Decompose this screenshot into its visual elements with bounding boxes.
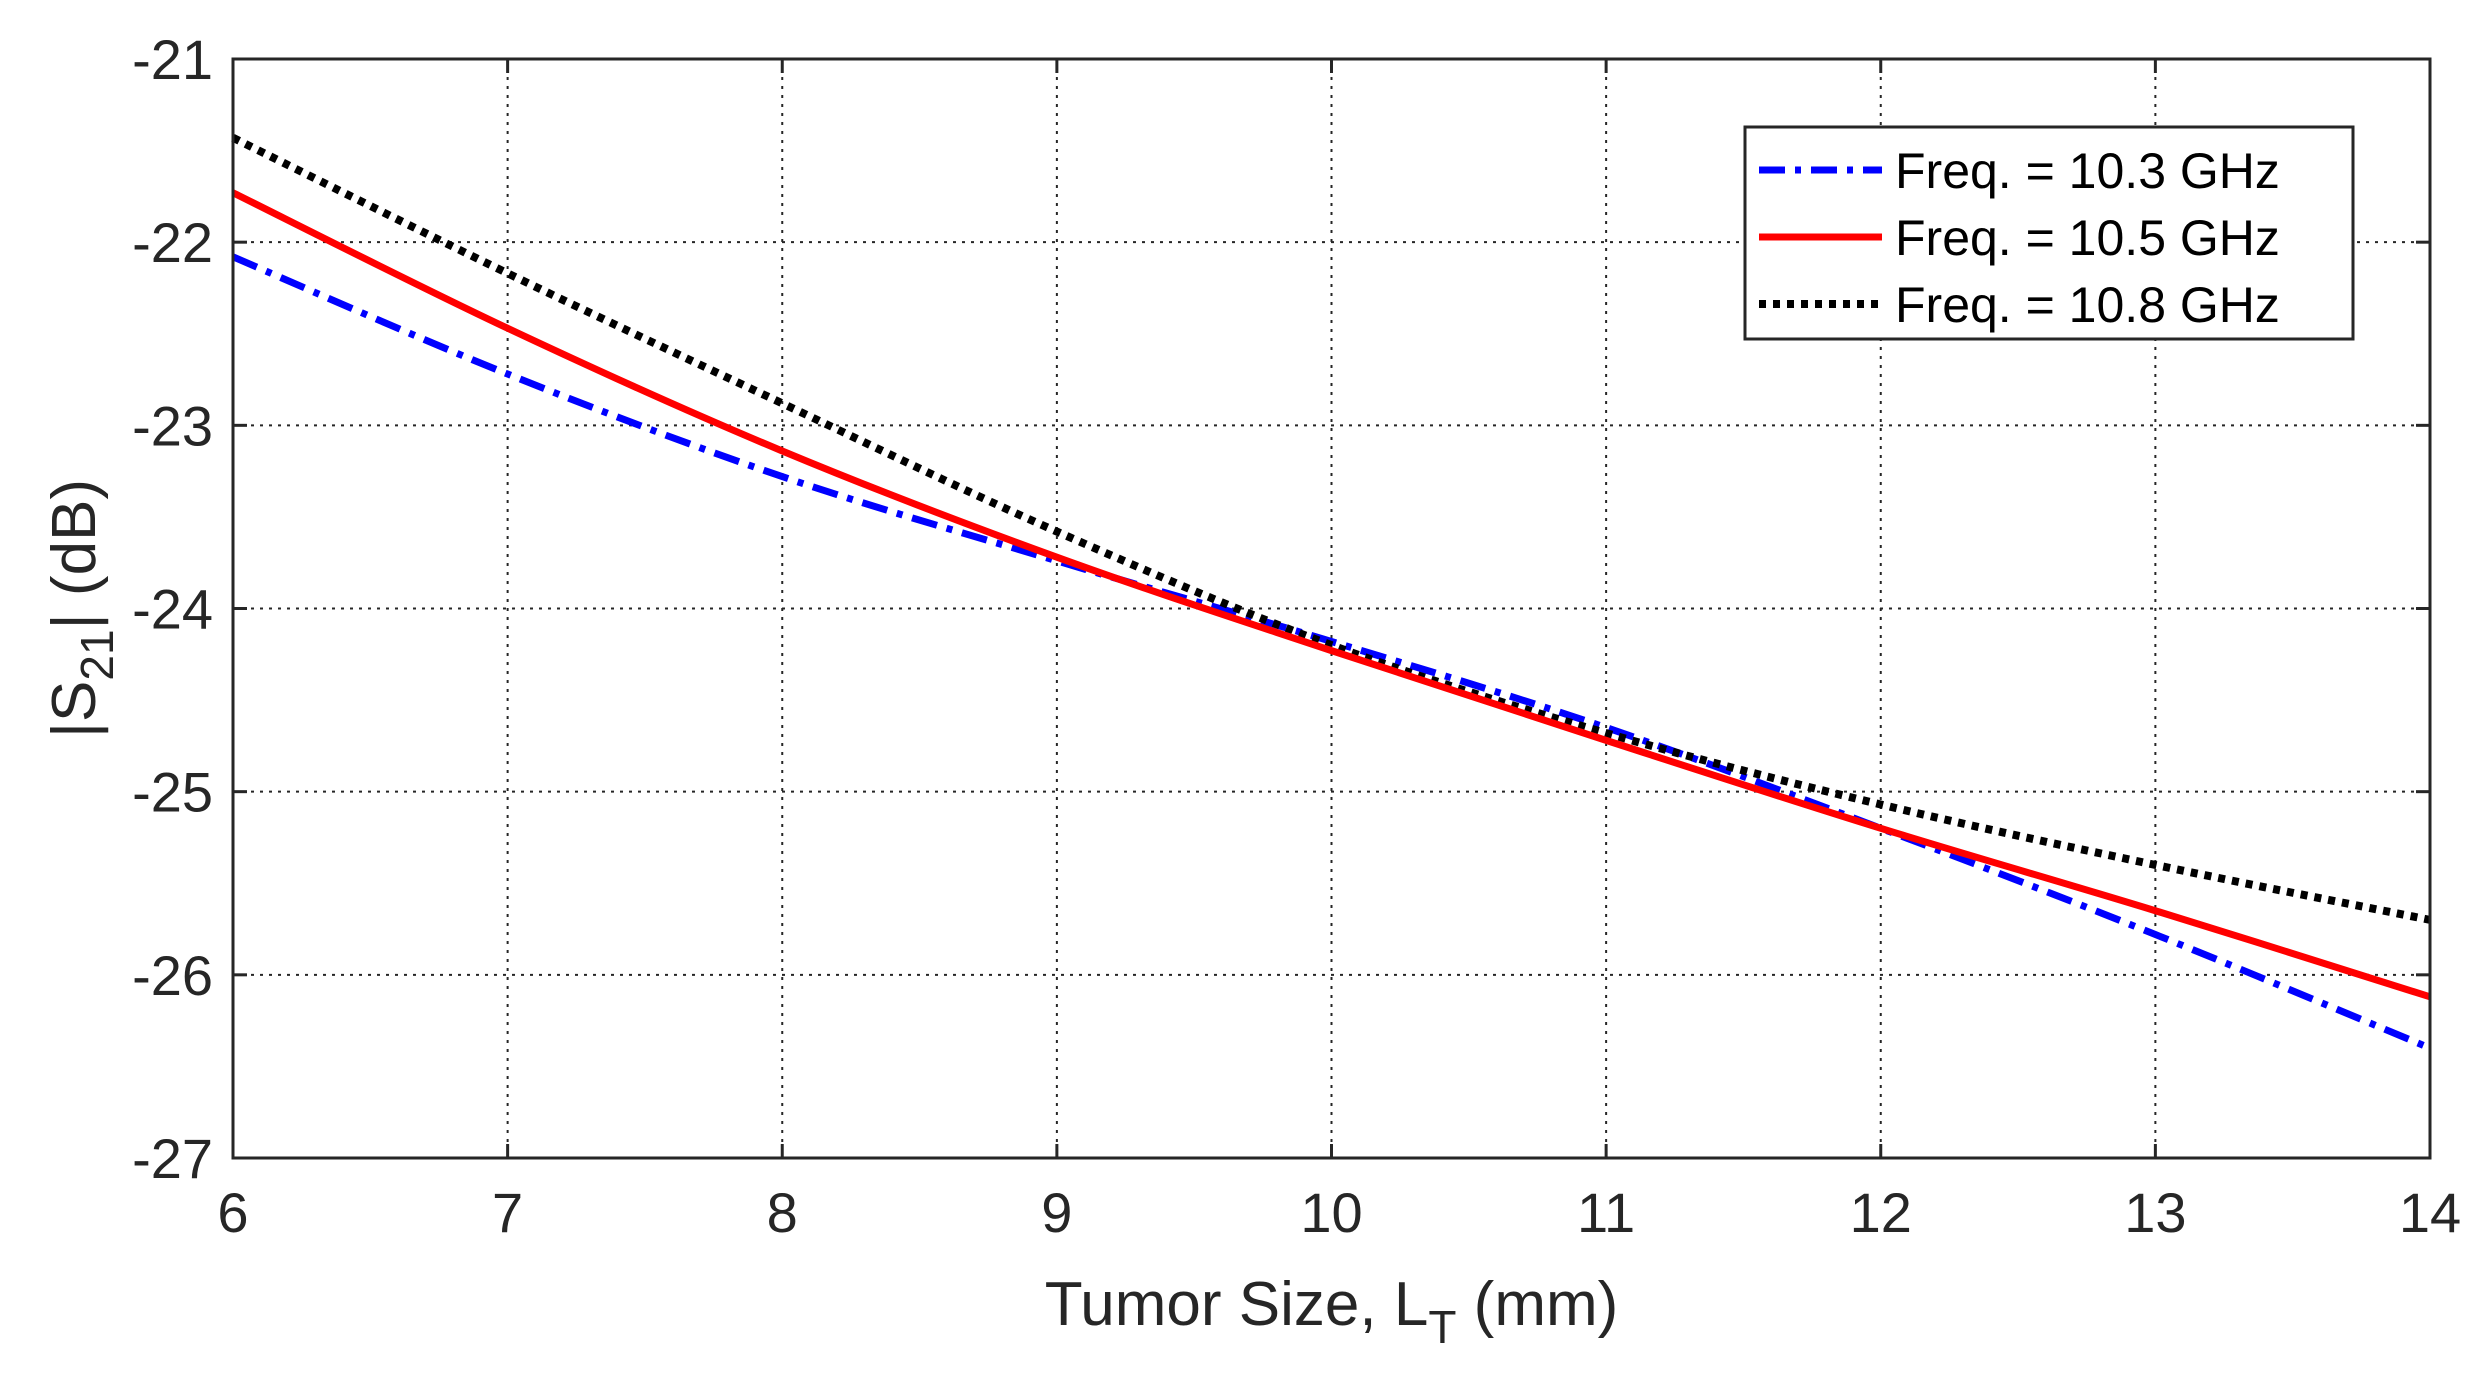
x-axis-label: Tumor Size, LT (mm) [1045, 1270, 1619, 1353]
grid-layer [233, 59, 2430, 1158]
y-tick-label: -27 [132, 1127, 213, 1190]
series-layer [231, 134, 2432, 1052]
y-tick-label: -26 [132, 944, 213, 1007]
legend-label-2: Freq. = 10.5 GHz [1895, 210, 2280, 266]
series-line-2 [231, 189, 2432, 1001]
x-tick-label: 14 [2399, 1181, 2461, 1244]
series-line-3 [231, 134, 2431, 924]
x-tick-label: 11 [1577, 1181, 1635, 1244]
x-tick-label: 8 [767, 1181, 798, 1244]
x-tick-label: 10 [1300, 1181, 1362, 1244]
x-tick-label: 13 [2124, 1181, 2186, 1244]
tick-layer: 6 7 8 9 10 11 12 13 14 -21 -22 -23 -24 -25 -26 -27 [132, 28, 2461, 1244]
legend: Freq. = 10.3 GHz Freq. = 10.5 GHz Freq. = … [1743, 125, 2355, 341]
x-tick-label: 7 [492, 1181, 523, 1244]
y-tick-label: -25 [132, 761, 213, 824]
legend-label-3: Freq. = 10.8 GHz [1895, 277, 2280, 333]
y-axis-label: |S21| (dB) [40, 479, 123, 738]
y-tick-label: -24 [132, 578, 213, 641]
x-tick-label: 12 [1850, 1181, 1912, 1244]
x-tick-label: 6 [217, 1181, 248, 1244]
y-tick-label: -22 [132, 211, 213, 274]
x-tick-label: 9 [1041, 1181, 1072, 1244]
y-tick-label: -23 [132, 394, 213, 457]
legend-label-1: Freq. = 10.3 GHz [1895, 143, 2280, 199]
y-tick-label: -21 [132, 28, 213, 91]
